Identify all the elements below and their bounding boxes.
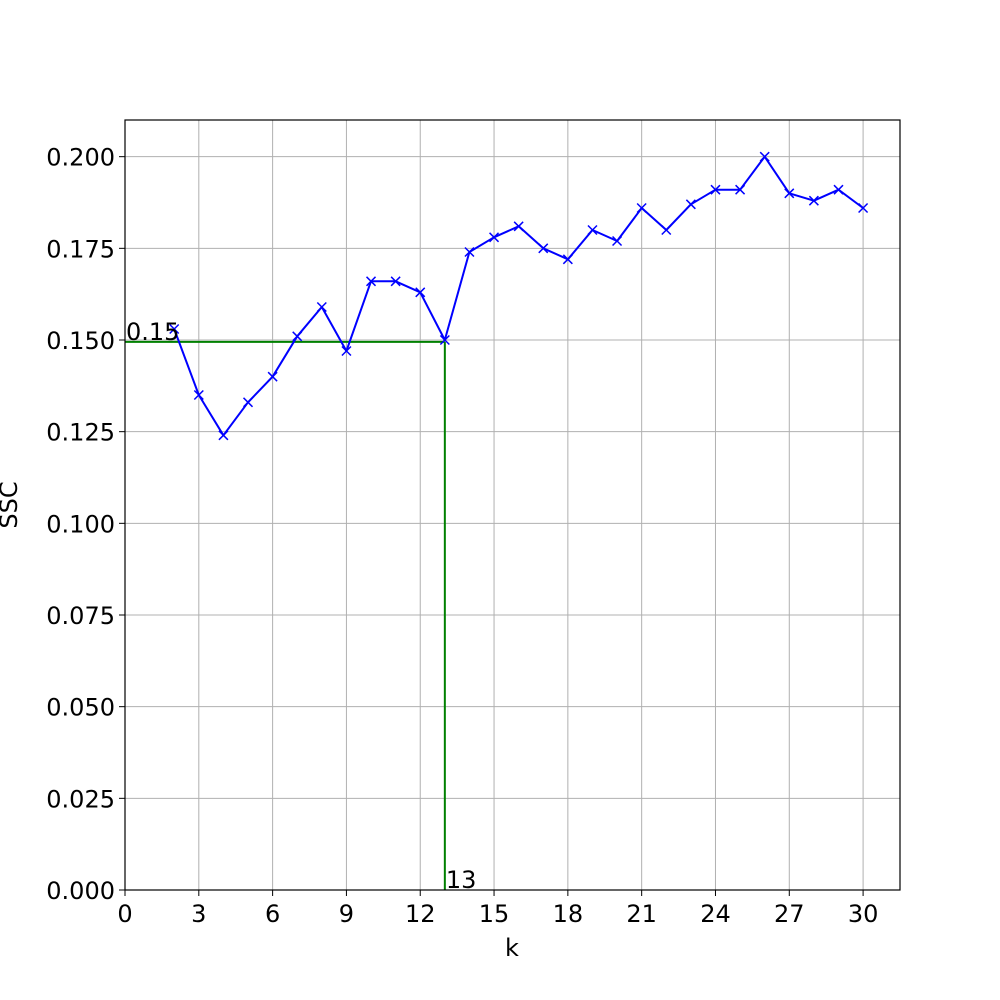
marker-stroke-b [808,195,819,206]
marker-stroke-b [661,224,672,236]
y-tick-label-0: 0.000 [46,877,115,905]
marker-stroke-b [833,184,844,195]
annotation-1: 13 [446,866,477,894]
data-point-k22 [661,224,672,236]
annotations: 0.15 13 [126,318,476,894]
marker-stroke-b [464,246,475,258]
data-point-k19 [587,224,598,236]
x-tick-label-8: 24 [700,900,731,928]
marker-stroke-b [538,243,549,254]
marker-stroke-b [636,202,647,214]
y-axis-label: SSC [0,481,23,528]
marker-stroke-b [341,345,352,357]
x-tick-label-2: 6 [265,900,280,928]
marker-stroke-b [193,389,204,401]
data-point-k11 [390,276,401,287]
data-point-k2 [169,323,180,335]
x-tick-label-3: 9 [339,900,354,928]
x-tick-label-0: 0 [117,900,132,928]
data-point-k13 [439,334,450,346]
y-axis-ticks: 0.000 0.025 0.050 0.075 0.100 0.125 0.150 0.175… [46,144,125,905]
y-tick-label-4: 0.100 [46,510,115,538]
y-tick-label-3: 0.075 [46,602,115,630]
data-point-k7 [292,331,303,342]
marker-stroke-b [366,276,377,287]
marker-stroke-b [735,184,746,195]
data-point-k18 [562,254,573,265]
marker-stroke-b [415,287,426,298]
annotation-0: 0.15 [126,318,179,346]
y-tick-label-2: 0.050 [46,694,115,722]
marker-stroke-b [612,235,623,247]
data-point-k14 [464,246,475,258]
marker-stroke-b [316,301,327,313]
x-axis-ticks: 0 3 6 9 12 15 18 21 24 27 30 [117,890,878,928]
x-tick-label-9: 27 [774,900,805,928]
series-0-line [173,155,864,437]
x-tick-label-4: 12 [405,900,436,928]
x-tick-label-10: 30 [848,900,879,928]
x-tick-label-6: 18 [553,900,584,928]
data-point-k27 [784,188,795,199]
x-axis-label: k [505,934,519,962]
x-tick-label-5: 15 [479,900,510,928]
y-tick-label-8: 0.200 [46,144,115,172]
marker-stroke-b [390,276,401,287]
data-point-k3 [193,389,204,401]
data-point-k23 [685,199,696,210]
data-point-k4 [218,430,229,441]
data-point-k17 [538,243,549,254]
data-point-k21 [636,202,647,214]
marker-stroke-b [242,397,254,408]
y-tick-label-6: 0.150 [46,327,115,355]
marker-stroke-b [218,430,229,441]
data-point-k30 [858,202,869,214]
data-point-k20 [612,235,623,247]
y-tick-label-1: 0.025 [46,785,115,813]
marker-stroke-b [489,232,500,243]
y-tick-label-7: 0.175 [46,235,115,263]
marker-stroke-b [685,199,696,210]
marker-stroke-b [267,371,278,382]
marker-stroke-b [562,254,573,265]
marker-stroke-b [169,323,180,335]
data-point-k9 [341,345,352,357]
data-point-k8 [316,301,327,313]
grid-lines [124,120,900,891]
marker-stroke-b [513,221,524,232]
data-point-k25 [735,184,746,195]
marker-stroke-b [710,184,721,195]
data-point-k12 [415,287,426,298]
marker-stroke-b [587,224,598,236]
data-point-k16 [513,221,524,232]
x-tick-label-7: 21 [626,900,657,928]
data-series [169,151,869,441]
data-point-k26 [759,151,770,162]
data-point-k29 [833,184,844,195]
data-point-k28 [808,195,819,206]
marker-stroke-b [759,151,770,162]
marker-stroke-b [292,331,303,342]
data-point-k10 [366,276,377,287]
data-point-k6 [267,371,278,382]
marker-stroke-b [439,334,450,346]
reference-lines [125,340,446,890]
y-tick-label-5: 0.125 [46,419,115,447]
x-tick-label-1: 3 [191,900,206,928]
marker-stroke-b [784,188,795,199]
marker-stroke-b [858,202,869,214]
data-point-k5 [242,397,254,408]
plot-frame [124,119,901,891]
data-point-k24 [710,184,721,195]
data-point-k15 [489,232,500,243]
